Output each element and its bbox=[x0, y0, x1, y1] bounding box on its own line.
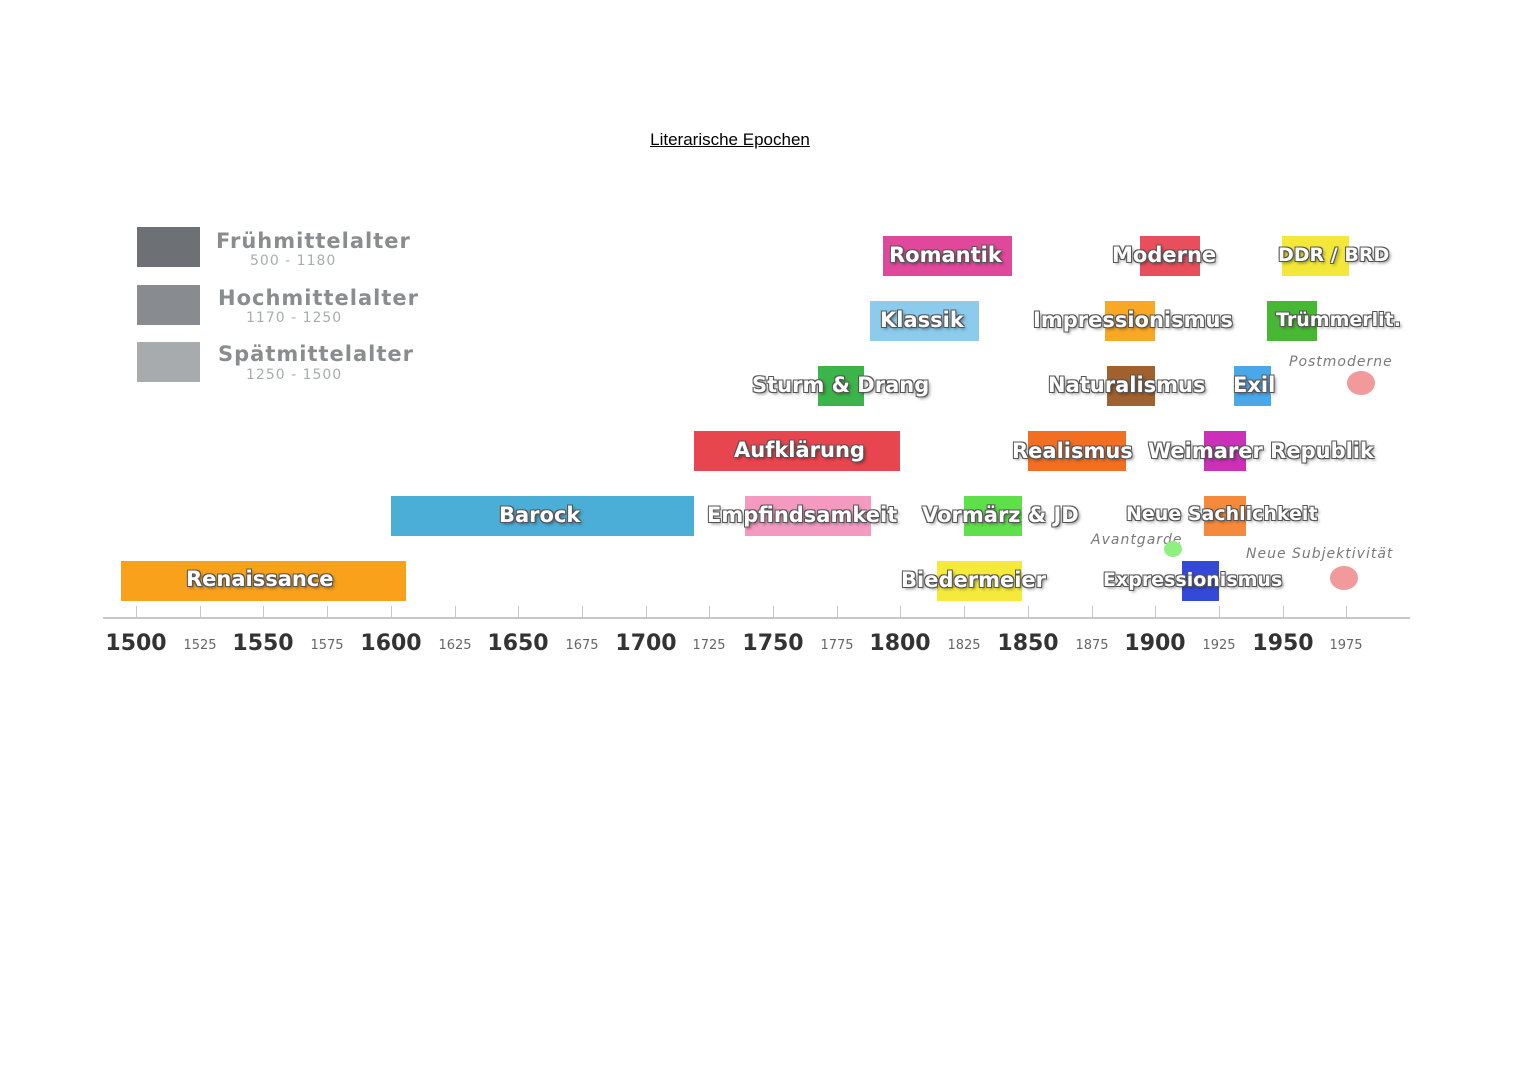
bar-aufklaerung bbox=[694, 431, 900, 471]
annotation-postmoderne: Postmoderne bbox=[1289, 354, 1393, 370]
axis-tick-1550 bbox=[263, 606, 264, 617]
label-exil: Exil bbox=[1233, 373, 1276, 397]
label-barock: Barock bbox=[499, 503, 581, 527]
bar-neue-sachlichkeit bbox=[1204, 496, 1246, 536]
bar-moderne bbox=[1140, 236, 1200, 276]
bar-impressionismus bbox=[1105, 301, 1155, 341]
label-expressionismus: Expressionismus bbox=[1103, 569, 1283, 591]
axis-tick-1925 bbox=[1219, 606, 1220, 617]
axis-tick-1675 bbox=[582, 606, 583, 617]
bar-ddr-brd bbox=[1282, 236, 1349, 276]
timeline-axis bbox=[103, 617, 1410, 619]
label-neue-sachlichkeit: Neue Sachlichkeit bbox=[1126, 503, 1318, 525]
marker-neue-subjektivitaet bbox=[1330, 566, 1358, 590]
axis-tick-1700 bbox=[646, 606, 647, 617]
axis-year-1775: 1775 bbox=[820, 638, 854, 653]
axis-year-1525: 1525 bbox=[183, 638, 217, 653]
axis-tick-1800 bbox=[900, 606, 901, 617]
legend-swatch-spaetmittelalter bbox=[137, 342, 200, 382]
axis-tick-1775 bbox=[837, 606, 838, 617]
label-sturm-und-drang: Sturm & Drang bbox=[752, 373, 930, 397]
axis-year-1925: 1925 bbox=[1202, 638, 1236, 653]
axis-year-1550: 1550 bbox=[232, 631, 294, 656]
legend-swatch-fruehmittelalter bbox=[137, 227, 200, 267]
legend-name-spaetmittelalter: Spätmittelalter bbox=[218, 342, 414, 366]
axis-year-1850: 1850 bbox=[997, 631, 1059, 656]
legend-range-fruehmittelalter: 500 - 1180 bbox=[250, 253, 337, 269]
axis-tick-1650 bbox=[518, 606, 519, 617]
bar-truemmerliteratur bbox=[1267, 301, 1317, 341]
axis-tick-1900 bbox=[1155, 606, 1156, 617]
axis-tick-1575 bbox=[327, 606, 328, 617]
annotation-avantgarde: Avantgarde bbox=[1091, 532, 1183, 548]
marker-postmoderne bbox=[1347, 371, 1375, 395]
legend-name-fruehmittelalter: Frühmittelalter bbox=[216, 229, 411, 253]
label-realismus: Realismus bbox=[1012, 439, 1133, 463]
axis-tick-1750 bbox=[773, 606, 774, 617]
bar-expressionismus bbox=[1182, 561, 1219, 601]
label-ddr-brd: DDR / BRD bbox=[1278, 244, 1390, 266]
axis-year-1700: 1700 bbox=[615, 631, 677, 656]
label-klassik: Klassik bbox=[880, 308, 964, 332]
bar-weimarer-republik bbox=[1204, 431, 1246, 471]
bar-sturm-und-drang bbox=[818, 366, 864, 406]
bar-barock bbox=[391, 496, 694, 536]
axis-year-1825: 1825 bbox=[947, 638, 981, 653]
label-moderne: Moderne bbox=[1112, 243, 1217, 267]
bar-biedermeier bbox=[937, 561, 1022, 601]
axis-year-1725: 1725 bbox=[692, 638, 726, 653]
axis-tick-1725 bbox=[709, 606, 710, 617]
bar-realismus bbox=[1028, 431, 1126, 471]
axis-year-1575: 1575 bbox=[310, 638, 344, 653]
label-naturalismus: Naturalismus bbox=[1048, 373, 1206, 397]
bar-romantik bbox=[883, 236, 1012, 276]
legend-swatch-hochmittelalter bbox=[137, 285, 200, 325]
bar-vormaerz bbox=[964, 496, 1022, 536]
label-aufklaerung: Aufklärung bbox=[734, 438, 865, 462]
bar-exil bbox=[1234, 366, 1271, 406]
bar-renaissance bbox=[121, 561, 406, 601]
label-vormaerz: Vormärz & JD bbox=[922, 503, 1079, 527]
bar-empfindsamkeit bbox=[745, 496, 871, 536]
label-empfindsamkeit: Empfindsamkeit bbox=[707, 503, 898, 527]
axis-tick-1825 bbox=[964, 606, 965, 617]
axis-tick-1850 bbox=[1028, 606, 1029, 617]
axis-year-1675: 1675 bbox=[565, 638, 599, 653]
axis-tick-1875 bbox=[1092, 606, 1093, 617]
axis-year-1975: 1975 bbox=[1329, 638, 1363, 653]
bar-naturalismus bbox=[1107, 366, 1155, 406]
label-impressionismus: Impressionismus bbox=[1033, 308, 1233, 332]
bar-klassik bbox=[870, 301, 979, 341]
axis-year-1750: 1750 bbox=[742, 631, 804, 656]
legend-name-hochmittelalter: Hochmittelalter bbox=[218, 286, 420, 310]
label-weimarer-republik: Weimarer Republik bbox=[1148, 439, 1374, 463]
axis-year-1600: 1600 bbox=[360, 631, 422, 656]
axis-tick-1625 bbox=[455, 606, 456, 617]
axis-year-1875: 1875 bbox=[1075, 638, 1109, 653]
legend-range-hochmittelalter: 1170 - 1250 bbox=[246, 310, 343, 326]
marker-avantgarde bbox=[1164, 541, 1182, 557]
label-biedermeier: Biedermeier bbox=[901, 568, 1047, 592]
label-truemmerliteratur: Trümmerlit. bbox=[1276, 309, 1401, 331]
axis-year-1800: 1800 bbox=[869, 631, 931, 656]
label-renaissance: Renaissance bbox=[186, 567, 334, 591]
axis-year-1900: 1900 bbox=[1124, 631, 1186, 656]
axis-year-1950: 1950 bbox=[1252, 631, 1314, 656]
page-title: Literarische Epochen bbox=[650, 130, 810, 149]
axis-year-1625: 1625 bbox=[438, 638, 472, 653]
axis-year-1650: 1650 bbox=[487, 631, 549, 656]
axis-tick-1525 bbox=[200, 606, 201, 617]
axis-tick-1600 bbox=[391, 606, 392, 617]
legend-range-spaetmittelalter: 1250 - 1500 bbox=[246, 367, 343, 383]
axis-tick-1950 bbox=[1283, 606, 1284, 617]
annotation-neue-subjektivitaet: Neue Subjektivität bbox=[1246, 546, 1394, 562]
axis-tick-1500 bbox=[136, 606, 137, 617]
axis-year-1500: 1500 bbox=[105, 631, 167, 656]
label-romantik: Romantik bbox=[889, 243, 1002, 267]
axis-tick-1975 bbox=[1346, 606, 1347, 617]
